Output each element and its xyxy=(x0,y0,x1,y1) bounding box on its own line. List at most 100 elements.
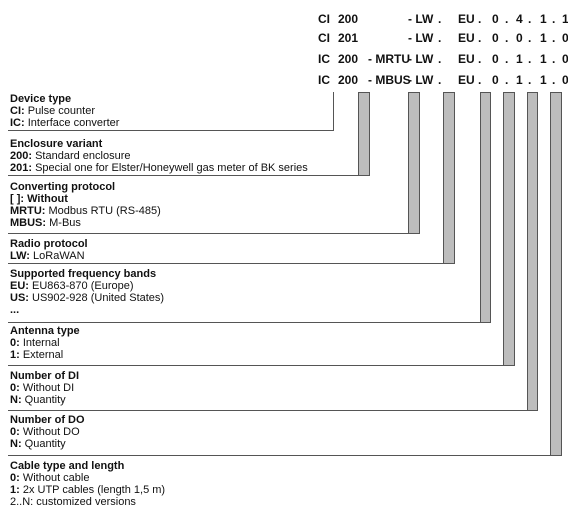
section-underline xyxy=(8,455,562,456)
code-segment-device-type: CI xyxy=(318,12,330,26)
section-number-of-do: Number of DO 0: Without DO N: Quantity xyxy=(10,414,85,450)
option-key: MBUS: xyxy=(10,217,47,229)
option-key: US: xyxy=(10,292,29,304)
section-line: 0: Without DO xyxy=(10,426,85,438)
section-underline xyxy=(8,410,538,411)
code-row: CI 201- LW. EU. 0. 0. 1. 0 xyxy=(0,31,568,49)
code-segment-cable: 0 xyxy=(562,73,568,87)
section-line: 1: 2x UTP cables (length 1,5 m) xyxy=(10,484,165,496)
option-value: Without cable xyxy=(19,472,90,484)
code-segment-sep: . xyxy=(528,52,532,66)
code-segment-enclosure: 200 xyxy=(338,52,359,66)
code-segment-antenna: 0 xyxy=(492,73,499,87)
code-segment-di: 1 xyxy=(516,52,523,66)
code-segment-di: 1 xyxy=(516,73,523,87)
code-segment-di: 0 xyxy=(516,31,523,45)
section-title: Converting protocol xyxy=(10,181,116,193)
option-value: Quantity xyxy=(21,438,66,450)
section-line: 0: Without cable xyxy=(10,472,165,484)
code-segment-di: 4 xyxy=(516,12,523,26)
code-segment-cable: 1 xyxy=(562,12,568,26)
section-line: IC: Interface converter xyxy=(10,117,119,129)
code-segment-cable: 0 xyxy=(562,31,568,45)
section-line: 200: Standard enclosure xyxy=(10,150,308,162)
connector-bar xyxy=(503,92,515,366)
code-segment-sep: . xyxy=(552,73,556,87)
code-segment-enclosure: 200 xyxy=(338,12,359,26)
section-title: Device type xyxy=(10,93,72,105)
option-key: 0: xyxy=(10,426,20,438)
section-title: Supported frequency bands xyxy=(10,268,157,280)
section-underline xyxy=(8,322,491,323)
option-key: CI: xyxy=(10,105,25,117)
section-number-of-di: Number of DI 0: Without DI N: Quantity xyxy=(10,370,79,406)
code-segment-device-type: IC xyxy=(318,52,330,66)
code-segment-sep: . xyxy=(552,12,556,26)
section-underline xyxy=(8,175,370,176)
code-segment-radio: - LW xyxy=(408,12,434,26)
section-frequency-bands: Supported frequency bands EU: EU863-870 (… xyxy=(10,268,164,316)
section-title: Radio protocol xyxy=(10,238,88,250)
code-segment-sep: . xyxy=(478,73,482,87)
code-segment-enclosure: 200 xyxy=(338,73,359,87)
code-segment-band: EU xyxy=(458,73,475,87)
code-segment-sep: . xyxy=(505,31,509,45)
section-line: N: Quantity xyxy=(10,438,85,450)
section-line: CI: Pulse counter xyxy=(10,105,119,117)
code-segment-sep: . xyxy=(478,31,482,45)
code-segment-sep: . xyxy=(528,12,532,26)
option-value: 2..N: customized versions xyxy=(10,496,136,508)
code-segment-sep: . xyxy=(438,12,442,26)
option-value: Modbus RTU (RS-485) xyxy=(45,205,161,217)
code-row: IC 200- MBUS - LW. EU. 0. 1. 1. 0 xyxy=(0,73,568,91)
option-value: Special one for Elster/Honeywell gas met… xyxy=(32,162,308,174)
section-line: LW: LoRaWAN xyxy=(10,250,88,262)
option-value: LoRaWAN xyxy=(29,250,85,262)
code-segment-sep: . xyxy=(528,31,532,45)
option-key: N: xyxy=(10,394,22,406)
section-cable-type: Cable type and length 0: Without cable 1: … xyxy=(10,460,165,508)
section-line: MBUS: M-Bus xyxy=(10,217,161,229)
option-value: External xyxy=(19,349,64,361)
option-value: EU863-870 (Europe) xyxy=(28,280,134,292)
section-antenna-type: Antenna type 0: Internal 1: External xyxy=(10,325,80,361)
section-line: EU: EU863-870 (Europe) xyxy=(10,280,164,292)
section-line: [ ]: Without xyxy=(10,193,161,205)
section-title: Number of DO xyxy=(10,414,85,426)
option-key: [ ]: Without xyxy=(10,193,68,205)
option-key: 0: xyxy=(10,337,20,349)
section-device-type: Device type CI: Pulse counter IC: Interfac… xyxy=(10,93,119,129)
code-segment-sep: . xyxy=(528,73,532,87)
option-key: LW: xyxy=(10,250,30,262)
option-key: 0: xyxy=(10,472,20,484)
code-segment-radio: - LW xyxy=(408,52,434,66)
option-key: 200: xyxy=(10,150,33,162)
section-underline xyxy=(8,365,515,366)
option-key: EU: xyxy=(10,280,29,292)
code-segment-sep: . xyxy=(478,12,482,26)
code-segment-sep: . xyxy=(505,73,509,87)
code-segment-protocol: - MRTU xyxy=(368,52,410,66)
section-title: Enclosure variant xyxy=(10,138,103,150)
section-title: Number of DI xyxy=(10,370,80,382)
code-segment-device-type: IC xyxy=(318,73,330,87)
section-line: N: Quantity xyxy=(10,394,79,406)
code-segment-band: EU xyxy=(458,12,475,26)
section-line: US: US902-928 (United States) xyxy=(10,292,164,304)
section-line: 1: External xyxy=(10,349,80,361)
option-key: 1: xyxy=(10,484,20,496)
section-line: MRTU: Modbus RTU (RS-485) xyxy=(10,205,161,217)
code-segment-radio: - LW xyxy=(408,73,434,87)
option-value: Internal xyxy=(19,337,60,349)
code-segment-sep: . xyxy=(438,52,442,66)
option-value: Without DI xyxy=(19,382,75,394)
option-key: 201: xyxy=(10,162,33,174)
section-underline xyxy=(8,130,333,131)
code-segment-sep: . xyxy=(438,31,442,45)
code-segment-protocol: - MBUS xyxy=(368,73,411,87)
code-segment-radio: - LW xyxy=(408,31,434,45)
code-segment-do: 1 xyxy=(540,73,547,87)
option-key: N: xyxy=(10,438,22,450)
section-enclosure-variant: Enclosure variant 200: Standard enclosure… xyxy=(10,138,308,174)
option-value: Pulse counter xyxy=(24,105,95,117)
